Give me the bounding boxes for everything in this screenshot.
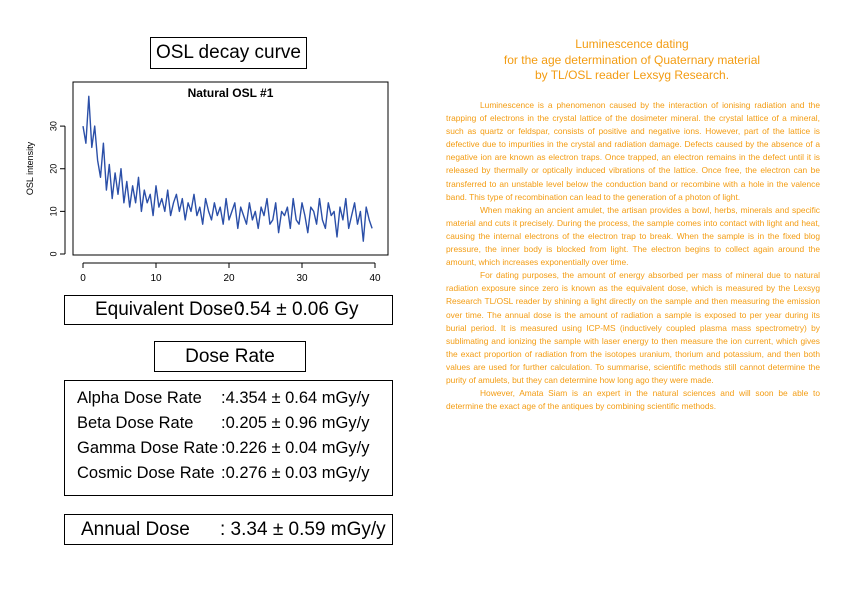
article-paragraph: Luminescence is a phenomenon caused by t… — [446, 100, 820, 202]
article-title-line: for the age determination of Quaternary … — [503, 52, 761, 67]
article-paragraph: However, Amata Siam is an expert in the … — [446, 388, 820, 412]
article-body: Luminescence is a phenomenon caused by t… — [446, 99, 820, 413]
dose-rate-row-alpha: Alpha Dose Rate :4.354 ± 0.64 mGy/y — [77, 389, 387, 413]
article-title-line: Luminescence dating — [575, 37, 689, 51]
dose-rate-row-beta: Beta Dose Rate :0.205 ± 0.96 mGy/y — [77, 414, 387, 438]
dose-rate-title: Dose Rate — [154, 341, 306, 372]
y-tick-label: 20 — [48, 164, 58, 174]
annual-dose-box: Annual Dose : 3.34 ± 0.59 mGy/y — [64, 514, 393, 545]
x-tick-label: 10 — [150, 273, 162, 284]
article-title-line: by TL/OSL reader Lexsyg Research. — [534, 68, 730, 82]
beta-dose-rate-label: Beta Dose Rate — [77, 414, 194, 432]
article-paragraph: When making an ancient amulet, the artis… — [446, 204, 820, 268]
x-tick-label: 0 — [80, 273, 86, 284]
osl-curve-title: OSL decay curve — [150, 37, 307, 69]
x-tick-label: 30 — [296, 273, 308, 284]
annual-dose-value: : 3.34 ± 0.59 mGy/y — [220, 518, 386, 540]
cosmic-dose-rate-label: Cosmic Dose Rate — [77, 464, 215, 482]
y-tick-label: 10 — [48, 206, 58, 216]
alpha-dose-rate-label: Alpha Dose Rate — [77, 389, 202, 407]
osl-decay-chart: Natural OSL #1 OSL intensity 0 10 20 30 0 10 20 3… — [25, 81, 389, 284]
equivalent-dose-box: Equivalent Dose : 0.54 ± 0.06 Gy — [64, 295, 393, 325]
article-title: Luminescence dating for the age determin… — [446, 37, 818, 84]
dose-rate-row-cosmic: Cosmic Dose Rate :0.276 ± 0.03 mGy/y — [77, 464, 387, 488]
x-tick-label: 40 — [369, 273, 381, 284]
x-tick-label: 20 — [223, 273, 235, 284]
article-paragraph: For dating purposes, the amount of energ… — [446, 270, 820, 385]
y-tick-label: 0 — [48, 251, 58, 256]
gamma-dose-rate-label: Gamma Dose Rate — [77, 439, 219, 457]
plot-frame — [72, 81, 389, 256]
dose-rate-row-gamma: Gamma Dose Rate :0.226 ± 0.04 mGy/y — [77, 439, 387, 463]
osl-curve-title-text: OSL decay curve — [155, 42, 302, 63]
y-axis-label: OSL intensity — [25, 141, 35, 195]
annual-dose-label: Annual Dose — [81, 518, 190, 540]
equivalent-dose-value: 0.54 ± 0.06 Gy — [234, 299, 359, 320]
beta-dose-rate-value: :0.205 ± 0.96 mGy/y — [221, 414, 370, 432]
series-line — [82, 95, 373, 242]
y-tick-label: 30 — [48, 121, 58, 131]
alpha-dose-rate-value: :4.354 ± 0.64 mGy/y — [221, 389, 370, 407]
chart-title: Natural OSL #1 — [188, 86, 274, 100]
equivalent-dose-label: Equivalent Dose : — [95, 299, 244, 320]
cosmic-dose-rate-value: :0.276 ± 0.03 mGy/y — [221, 464, 370, 482]
dose-rates-box: Alpha Dose Rate :4.354 ± 0.64 mGy/y Beta… — [64, 380, 393, 496]
dose-rate-title-text: Dose Rate — [185, 345, 275, 367]
gamma-dose-rate-value: :0.226 ± 0.04 mGy/y — [221, 439, 370, 457]
